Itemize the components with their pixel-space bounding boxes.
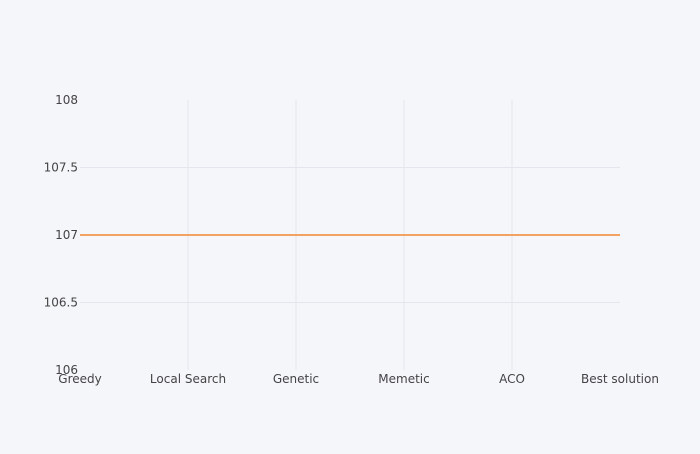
x-tick-label: Memetic [378, 372, 429, 386]
y-tick-label: 106.5 [44, 296, 78, 310]
x-tick-label: ACO [499, 372, 525, 386]
y-tick-label: 108 [55, 93, 78, 107]
y-tick-label: 107 [55, 228, 78, 242]
y-tick-label: 106 [55, 363, 78, 377]
y-tick-label: 107.5 [44, 161, 78, 175]
x-tick-label: Genetic [273, 372, 319, 386]
x-tick-label: Local Search [150, 372, 226, 386]
x-tick-label: Best solution [581, 372, 659, 386]
